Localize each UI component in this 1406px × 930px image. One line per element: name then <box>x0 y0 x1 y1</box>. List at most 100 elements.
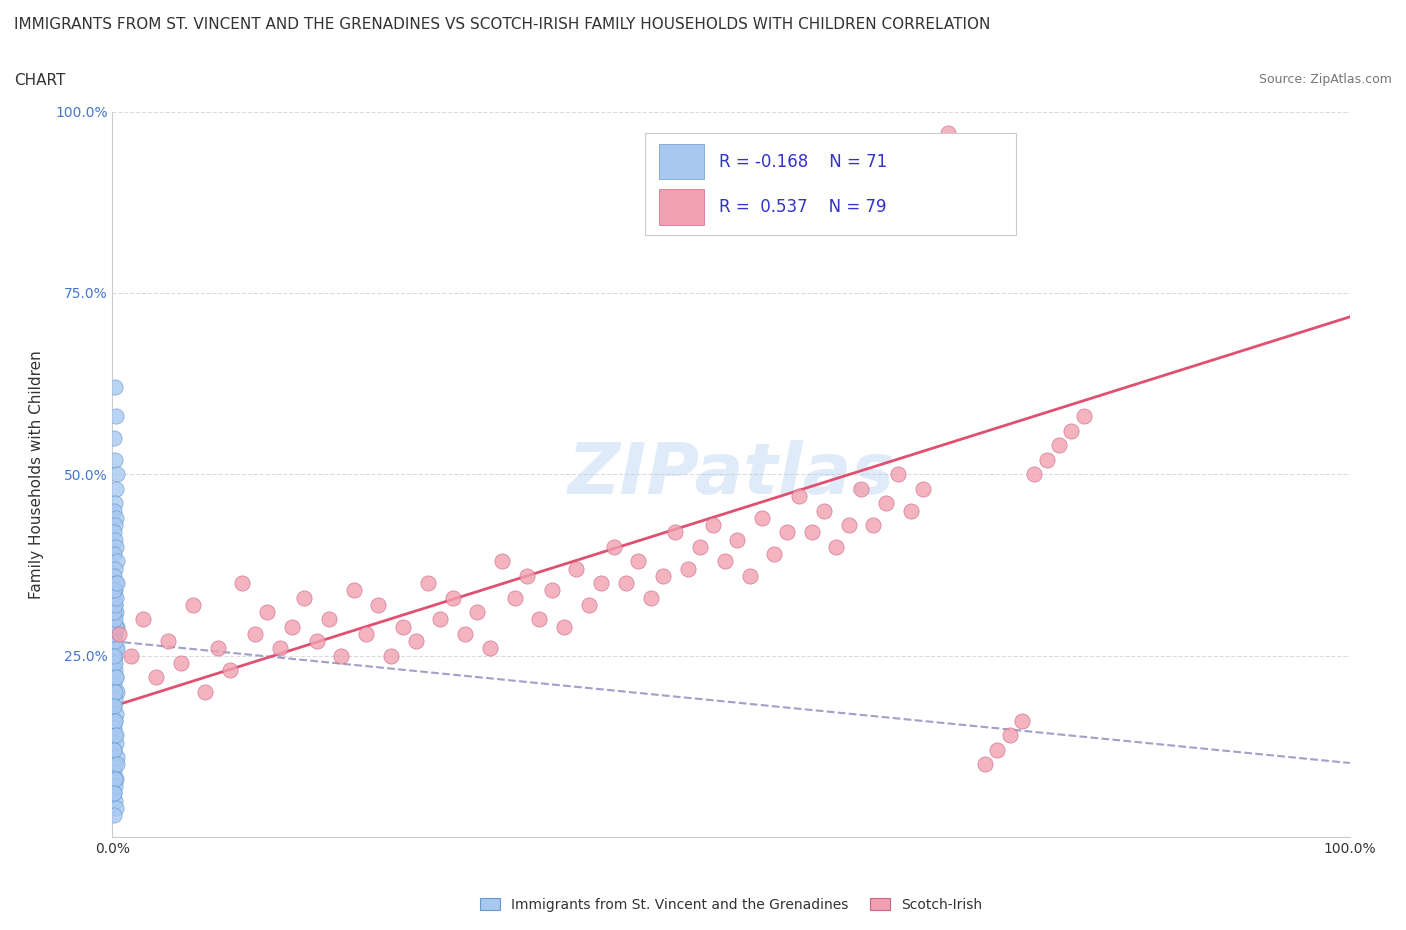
Point <box>243 627 266 642</box>
Point <box>714 554 737 569</box>
Point <box>529 612 551 627</box>
Point <box>104 597 127 612</box>
Point <box>103 612 125 627</box>
Point <box>103 583 125 598</box>
Point <box>553 619 575 634</box>
Point <box>725 532 748 547</box>
Point <box>107 684 129 699</box>
Point <box>104 713 127 728</box>
Point <box>343 583 366 598</box>
Point <box>181 597 204 612</box>
Point <box>689 539 711 554</box>
Point <box>887 467 910 482</box>
Point <box>104 684 127 699</box>
Point <box>838 518 860 533</box>
Point <box>104 793 127 808</box>
Point <box>1011 713 1033 728</box>
Point <box>104 778 127 793</box>
Point <box>702 518 724 533</box>
Point <box>105 728 128 743</box>
Point <box>380 648 402 663</box>
Text: ZIPatlas: ZIPatlas <box>568 440 894 509</box>
Point <box>103 633 125 648</box>
Point <box>367 597 389 612</box>
Point <box>107 757 129 772</box>
Point <box>862 518 884 533</box>
Point <box>405 633 427 648</box>
Point <box>103 742 125 757</box>
Point <box>105 576 128 591</box>
Point <box>516 568 538 583</box>
Point <box>269 641 291 656</box>
Point <box>875 496 897 511</box>
Point <box>105 619 128 634</box>
Point <box>491 554 513 569</box>
Point <box>132 612 155 627</box>
Point <box>219 663 242 678</box>
Legend: Immigrants from St. Vincent and the Grenadines, Scotch-Irish: Immigrants from St. Vincent and the Gren… <box>474 892 988 917</box>
Point <box>763 547 786 562</box>
Point <box>103 547 125 562</box>
Point <box>503 591 526 605</box>
Point <box>441 591 464 605</box>
Point <box>157 633 180 648</box>
Point <box>354 627 377 642</box>
Point <box>900 503 922 518</box>
Point <box>103 503 125 518</box>
Point <box>578 597 600 612</box>
Point <box>104 379 127 394</box>
Point <box>107 627 129 642</box>
Point <box>103 742 125 757</box>
Point <box>104 656 127 671</box>
Point <box>107 619 129 634</box>
Point <box>103 764 125 779</box>
Point <box>104 627 127 642</box>
Point <box>962 155 984 170</box>
Point <box>105 409 128 424</box>
Point <box>104 663 127 678</box>
Point <box>104 597 127 612</box>
Point <box>776 525 799 539</box>
Point <box>924 140 946 155</box>
Point <box>107 641 129 656</box>
Point <box>292 591 315 605</box>
Point <box>194 684 217 699</box>
Point <box>614 576 637 591</box>
Point <box>103 656 125 671</box>
Point <box>207 641 229 656</box>
Point <box>104 612 127 627</box>
Point <box>986 742 1008 757</box>
Point <box>103 699 125 714</box>
Point <box>591 576 613 591</box>
Point <box>676 561 699 576</box>
Text: IMMIGRANTS FROM ST. VINCENT AND THE GRENADINES VS SCOTCH-IRISH FAMILY HOUSEHOLDS: IMMIGRANTS FROM ST. VINCENT AND THE GREN… <box>14 17 990 32</box>
Point <box>103 568 125 583</box>
Point <box>105 801 128 816</box>
Point <box>104 728 127 743</box>
Point <box>103 677 125 692</box>
Point <box>1060 423 1083 438</box>
Point <box>305 633 328 648</box>
Point <box>103 627 125 642</box>
Text: CHART: CHART <box>14 73 66 87</box>
Point <box>429 612 451 627</box>
Point <box>104 692 127 707</box>
Point <box>104 648 127 663</box>
Point <box>105 670 128 684</box>
Point <box>103 808 125 823</box>
Point <box>103 604 125 619</box>
Point <box>107 576 129 591</box>
Point <box>105 604 128 619</box>
Point <box>103 786 125 801</box>
Point <box>627 554 650 569</box>
Point <box>105 591 128 605</box>
Point <box>318 612 340 627</box>
Point <box>169 656 191 671</box>
Point <box>104 532 127 547</box>
Point <box>105 482 128 497</box>
Point <box>825 539 848 554</box>
Point <box>103 525 125 539</box>
Point <box>936 126 959 140</box>
Point <box>103 431 125 445</box>
Point <box>392 619 415 634</box>
